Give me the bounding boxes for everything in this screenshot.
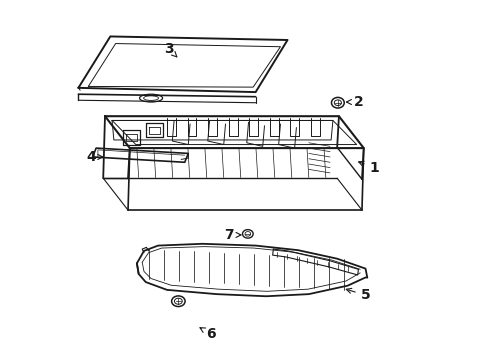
Text: 6: 6 xyxy=(200,327,216,341)
Text: 1: 1 xyxy=(359,161,379,175)
Text: 4: 4 xyxy=(86,150,103,164)
Text: 5: 5 xyxy=(346,288,370,302)
Text: 3: 3 xyxy=(164,42,177,57)
Text: 7: 7 xyxy=(224,228,241,242)
Text: 2: 2 xyxy=(346,95,363,109)
